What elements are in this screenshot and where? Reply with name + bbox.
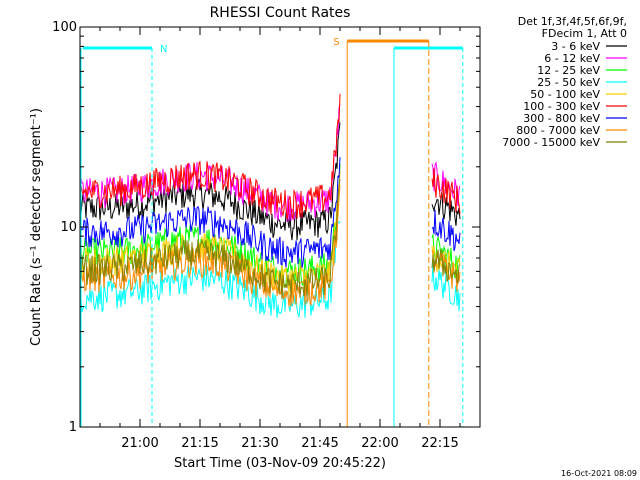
legend-label: 6 - 12 keV: [544, 52, 600, 65]
series-line: [431, 168, 461, 214]
legend: Det 1f,3f,4f,5f,6f,9f,FDecim 1, Att 03 -…: [502, 15, 627, 149]
x-tick-label: 22:00: [361, 436, 398, 451]
legend-label: 25 - 50 keV: [537, 76, 600, 89]
series-line: [79, 220, 341, 318]
x-axis-label: Start Time (03-Nov-09 20:45:22): [174, 456, 386, 471]
x-tick-label: 21:30: [241, 436, 278, 451]
legend-label: 12 - 25 keV: [537, 64, 600, 77]
annotation-label: S: [333, 37, 339, 48]
y-tick-label: 100: [52, 20, 77, 35]
series-line: [79, 93, 341, 220]
legend-label: 3 - 6 keV: [551, 40, 600, 53]
x-tick-label: 22:15: [421, 436, 458, 451]
legend-label: 100 - 300 keV: [523, 100, 600, 113]
x-tick-label: 21:15: [181, 436, 218, 451]
legend-label: 300 - 800 keV: [523, 112, 600, 125]
series-line: [431, 245, 461, 282]
series-line: [79, 104, 341, 222]
legend-label: 50 - 100 keV: [530, 88, 600, 101]
series-line: [79, 170, 341, 295]
series-line: [431, 190, 461, 226]
plot-timestamp: 16-Oct-2021 08:09: [561, 469, 637, 478]
legend-header: Det 1f,3f,4f,5f,6f,9f,: [518, 15, 627, 28]
series-line: [79, 157, 341, 269]
series-line: [431, 209, 461, 252]
legend-label: 7000 - 15000 keV: [502, 136, 600, 149]
legend-label: 800 - 7000 keV: [516, 124, 600, 137]
annotation-label: N: [160, 44, 167, 55]
series-line: [431, 161, 461, 207]
series-line: [79, 184, 341, 307]
legend-header: FDecim 1, Att 0: [542, 27, 627, 40]
y-tick-label: 10: [60, 220, 77, 235]
x-tick-label: 21:45: [301, 436, 338, 451]
chart-title: RHESSI Count Rates: [210, 5, 351, 21]
y-tick-label: 1: [69, 420, 77, 435]
series-line: [431, 248, 461, 285]
axis-layer: 1 10 100 21:00 21:15 21:30 21:45 22:00 22:15: [52, 20, 480, 451]
data-layer: NS: [79, 37, 464, 427]
series-line: [79, 178, 341, 300]
series-line: [79, 122, 341, 241]
x-tick-label: 21:00: [121, 436, 158, 451]
y-axis-label: Count Rate (s⁻¹ detector segment⁻¹): [29, 108, 44, 346]
